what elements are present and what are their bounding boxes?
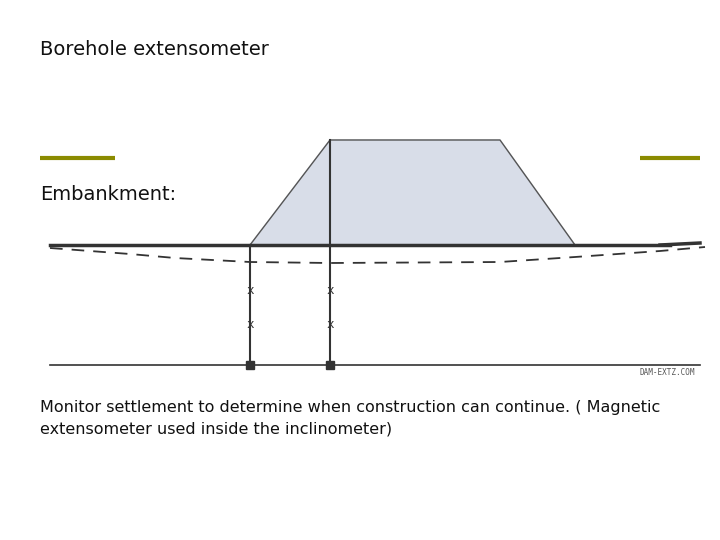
Text: x: x <box>246 284 253 296</box>
Text: Monitor settlement to determine when construction can continue. ( Magnetic: Monitor settlement to determine when con… <box>40 400 660 415</box>
Text: DAM-EXTZ.COM: DAM-EXTZ.COM <box>639 368 695 377</box>
Text: Borehole extensometer: Borehole extensometer <box>40 40 269 59</box>
Text: x: x <box>246 319 253 332</box>
Text: x: x <box>326 319 334 332</box>
Polygon shape <box>170 140 660 245</box>
Bar <box>326 361 334 369</box>
Text: extensometer used inside the inclinometer): extensometer used inside the inclinomete… <box>40 422 392 437</box>
Bar <box>246 361 254 369</box>
Text: x: x <box>326 284 334 296</box>
Text: Embankment:: Embankment: <box>40 185 176 204</box>
